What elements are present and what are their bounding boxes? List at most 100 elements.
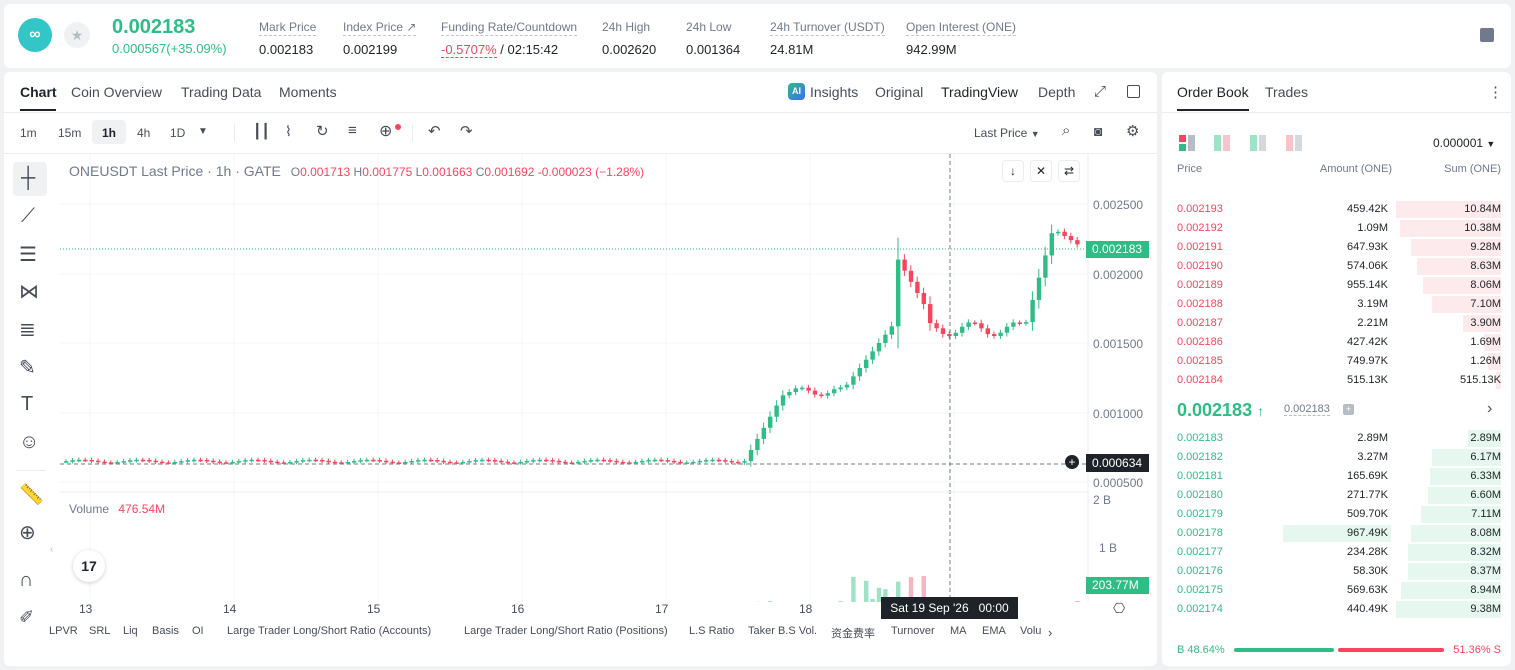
indicator-item[interactable]: Turnover — [891, 625, 935, 637]
indicator-item[interactable]: Large Trader Long/Short Ratio (Accounts) — [227, 625, 432, 637]
undo-icon[interactable]: ↶ — [428, 123, 441, 140]
candle-body — [825, 393, 830, 396]
book-bids-icon[interactable] — [1214, 135, 1230, 151]
indicator-item[interactable]: L.S Ratio — [689, 625, 735, 637]
chart-grid — [60, 154, 1088, 602]
ai-insights-icon[interactable]: AI — [788, 83, 805, 100]
switch-icon[interactable]: ⇄ — [1058, 160, 1080, 182]
indicator-item[interactable]: LPVR — [49, 625, 78, 637]
bid-row[interactable]: 0.002183 2.89M 2.89M — [1162, 429, 1511, 448]
timeframe-15m[interactable]: 15m — [58, 126, 82, 140]
stat-index-price[interactable]: Index Price ↗ 0.002199 — [343, 20, 417, 57]
row-price: 0.002190 — [1177, 260, 1223, 272]
bid-row[interactable]: 0.002182 3.27M 6.17M — [1162, 448, 1511, 467]
alert-add-icon[interactable]: ⊕ — [379, 123, 393, 140]
magnet-icon[interactable]: ∩ — [19, 569, 34, 591]
tab-order-book[interactable]: Order Book — [1177, 84, 1249, 100]
bid-row[interactable]: 0.002175 569.63K 8.94M — [1162, 581, 1511, 600]
depth-tab[interactable]: Depth — [1038, 84, 1076, 100]
ask-row[interactable]: 0.002186 427.42K 1.69M — [1162, 333, 1511, 352]
text-icon[interactable]: T — [21, 393, 34, 415]
timeframe-1m[interactable]: 1m — [20, 126, 37, 140]
tradingview-logo[interactable]: 17 — [73, 550, 105, 582]
pattern-icon[interactable]: ⋈ — [19, 281, 39, 303]
collapse-icon[interactable]: ‹ — [50, 544, 54, 555]
fib-icon[interactable]: ≣ — [19, 319, 36, 341]
tab-moments[interactable]: Moments — [279, 84, 337, 100]
depth-bar — [1407, 544, 1501, 561]
indicator-item[interactable]: EMA — [982, 625, 1006, 637]
ask-row[interactable]: 0.002191 647.93K 9.28M — [1162, 238, 1511, 257]
indicator-item[interactable]: OI — [192, 625, 204, 637]
indicator-item[interactable]: Large Trader Long/Short Ratio (Positions… — [464, 625, 668, 637]
timeframe-1h[interactable]: 1h — [102, 126, 117, 140]
chevron-right-icon[interactable]: › — [1487, 400, 1493, 417]
indicator-item[interactable]: 资金费率 — [831, 628, 875, 640]
ask-row[interactable]: 0.002190 574.06K 8.63M — [1162, 257, 1511, 276]
bid-row[interactable]: 0.002174 440.49K 9.38M — [1162, 600, 1511, 619]
indicator-item[interactable]: SRL — [89, 625, 111, 637]
zoom-in-icon[interactable]: ⊕ — [19, 522, 36, 544]
ruler-icon[interactable]: 📏 — [19, 484, 44, 506]
crosshair-icon[interactable]: ┼ — [21, 167, 36, 189]
collapse-arrows-icon[interactable]: ✕ — [1030, 160, 1052, 182]
add-alert-plus-icon[interactable]: + — [1065, 455, 1079, 469]
book-bids-only-icon[interactable] — [1250, 135, 1266, 151]
candles-icon[interactable]: ┃┃ — [253, 123, 270, 139]
book-both-icon[interactable] — [1179, 135, 1195, 151]
ask-row[interactable]: 0.002187 2.21M 3.90M — [1162, 314, 1511, 333]
indicator-item[interactable]: Basis — [152, 625, 179, 637]
indicator-item[interactable]: Liq — [123, 625, 138, 637]
price-chart[interactable] — [60, 154, 1157, 602]
insights-button[interactable]: Insights — [810, 84, 859, 100]
ask-row[interactable]: 0.002189 955.14K 8.06M — [1162, 276, 1511, 295]
bid-row[interactable]: 0.002180 271.77K 6.60M — [1162, 486, 1511, 505]
bid-row[interactable]: 0.002179 509.70K 7.11M — [1162, 505, 1511, 524]
indicator-item[interactable]: Volu — [1020, 625, 1042, 637]
bid-row[interactable]: 0.002176 58.30K 8.37M — [1162, 562, 1511, 581]
indicators-icon[interactable]: ⌇ — [285, 123, 292, 139]
arrow-down-icon[interactable]: ↓ — [1002, 160, 1024, 182]
ask-row[interactable]: 0.002185 749.97K 1.26M — [1162, 352, 1511, 371]
ask-row[interactable]: 0.002192 1.09M 10.38M — [1162, 219, 1511, 238]
chevron-right-icon[interactable]: › — [1048, 625, 1053, 640]
horizontal-lines-icon[interactable]: ☰ — [19, 244, 37, 266]
tab-trading-data[interactable]: Trading Data — [181, 84, 262, 100]
redo-icon[interactable]: ↷ — [460, 123, 473, 140]
ask-row[interactable]: 0.002193 459.42K 10.84M — [1162, 200, 1511, 219]
tab-chart[interactable]: Chart — [20, 84, 57, 100]
more-vertical-icon[interactable]: ⋮ — [1488, 84, 1503, 101]
ask-row[interactable]: 0.002188 3.19M 7.10M — [1162, 295, 1511, 314]
chevron-down-icon[interactable]: ▼ — [198, 126, 208, 137]
book-icon[interactable] — [1480, 28, 1494, 42]
indicator-item[interactable]: MA — [950, 625, 967, 637]
settings-reset-icon[interactable]: ⎔ — [1113, 600, 1126, 616]
gear-icon[interactable]: ⚙ — [1126, 123, 1140, 140]
bid-row[interactable]: 0.002178 967.49K 8.08M — [1162, 524, 1511, 543]
expand-icon[interactable]: ⤢ — [1094, 83, 1107, 100]
tradingview-tab[interactable]: TradingView — [941, 84, 1019, 100]
ask-row[interactable]: 0.002184 515.13K 515.13K — [1162, 371, 1511, 390]
bid-row[interactable]: 0.002177 234.28K 8.32M — [1162, 543, 1511, 562]
pencil-lock-icon[interactable]: ✐ — [19, 607, 35, 627]
brush-icon[interactable]: ✎ — [19, 357, 36, 379]
tab-trades[interactable]: Trades — [1265, 84, 1309, 100]
indicator-item[interactable]: Taker B.S Vol. — [748, 625, 818, 637]
template-icon[interactable]: ≡ — [348, 122, 357, 139]
book-asks-only-icon[interactable] — [1286, 135, 1302, 151]
timeframe-4h[interactable]: 4h — [137, 126, 151, 140]
bid-row[interactable]: 0.002181 165.69K 6.33M — [1162, 467, 1511, 486]
precision-select[interactable]: 0.000001 ▼ — [1433, 136, 1496, 150]
replay-icon[interactable]: ↻ — [316, 123, 329, 140]
window-icon[interactable] — [1127, 85, 1140, 98]
price-type-select[interactable]: Last Price ▼ — [974, 126, 1040, 140]
original-view-tab[interactable]: Original — [875, 84, 924, 100]
time-axis-label: 14 — [223, 602, 237, 616]
search-icon[interactable]: ⌕ — [1062, 122, 1071, 139]
camera-icon[interactable]: ◙ — [1094, 123, 1103, 139]
star-icon[interactable]: ★ — [64, 22, 90, 48]
trendline-icon[interactable]: ⟋ — [21, 205, 35, 227]
timeframe-1d[interactable]: 1D — [170, 126, 186, 140]
emoji-icon[interactable]: ☺ — [19, 431, 40, 453]
tab-coin-overview[interactable]: Coin Overview — [71, 84, 163, 100]
